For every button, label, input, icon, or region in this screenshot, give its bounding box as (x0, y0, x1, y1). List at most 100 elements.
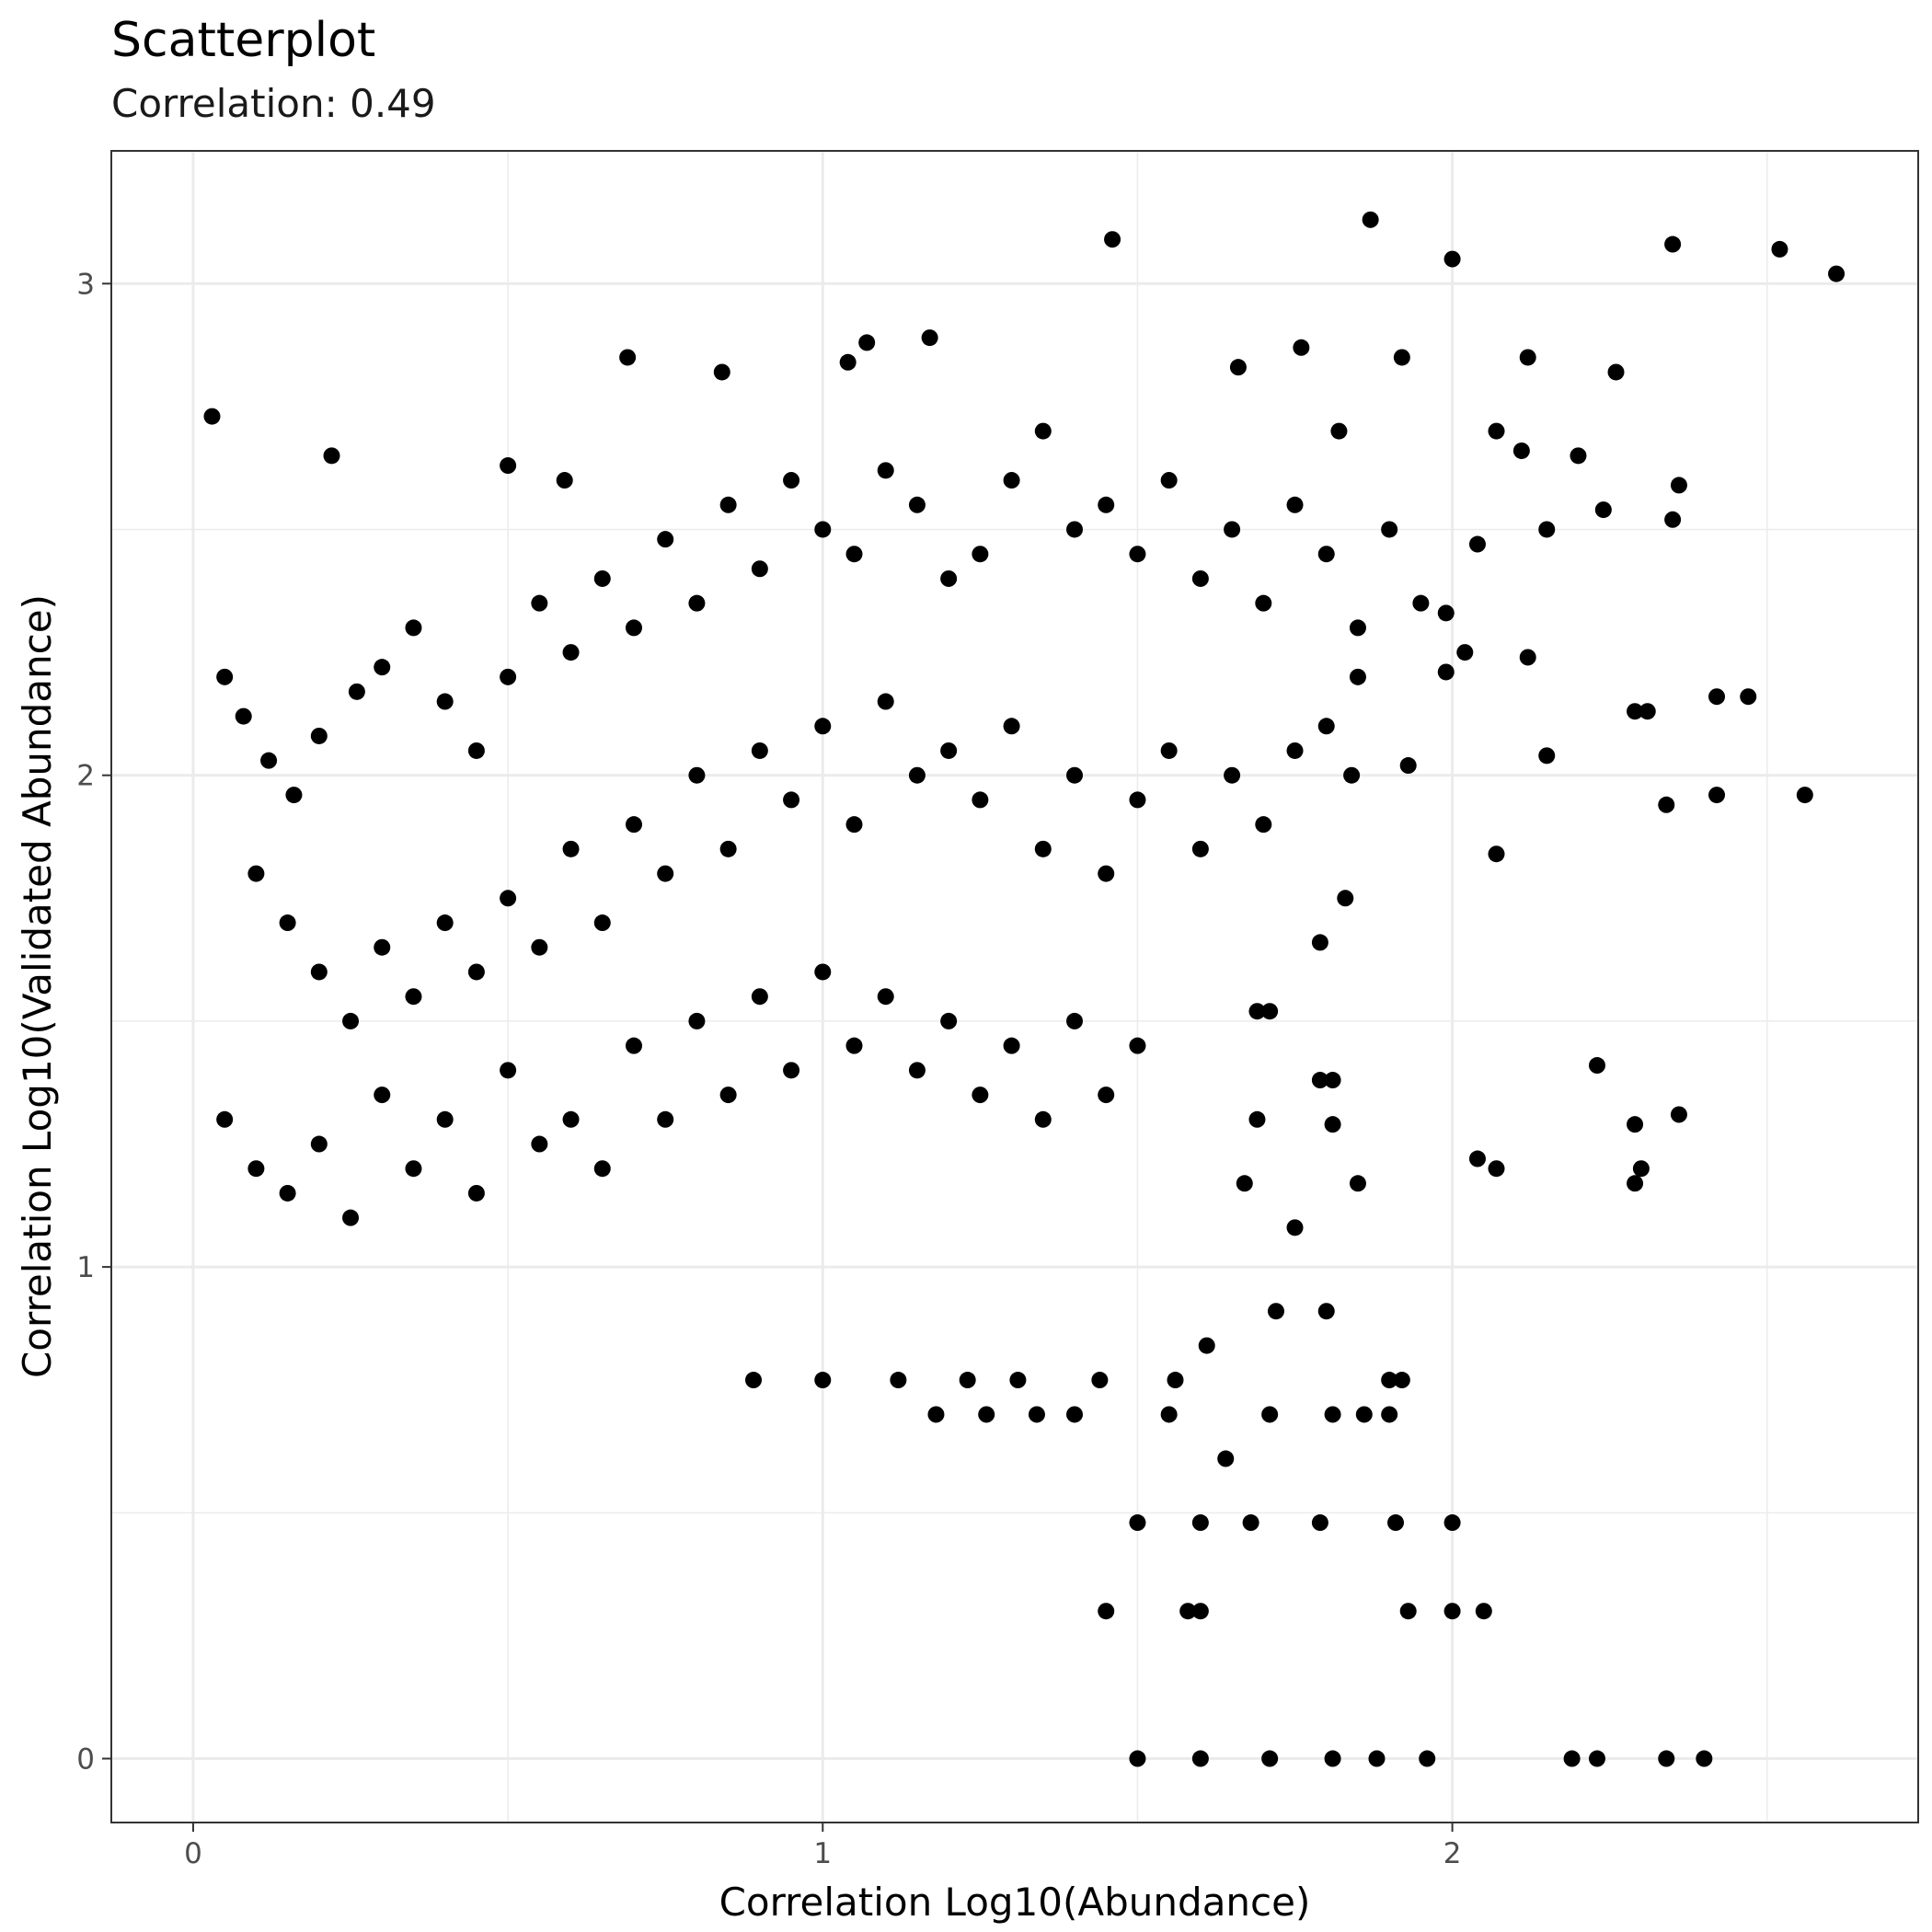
data-point (593, 569, 611, 587)
data-point (1098, 1603, 1115, 1620)
data-point (1324, 1750, 1341, 1767)
data-point (1468, 1150, 1486, 1167)
data-point (405, 619, 422, 637)
data-point (972, 1087, 989, 1104)
data-point (1538, 747, 1556, 765)
data-point (310, 1135, 328, 1153)
data-point (1198, 1337, 1215, 1354)
data-point (562, 1110, 580, 1128)
data-point (593, 914, 611, 932)
x-axis-title: Correlation Log10(Abundance) (719, 1880, 1311, 1925)
data-point (531, 594, 548, 612)
data-point (1588, 1057, 1605, 1075)
data-point (342, 1209, 360, 1226)
data-point (908, 496, 926, 513)
data-point (1286, 496, 1304, 513)
data-point (467, 742, 485, 759)
data-point (751, 742, 768, 759)
data-point (323, 447, 340, 465)
data-point (1488, 422, 1505, 440)
data-point (1399, 757, 1417, 775)
data-point (1248, 1110, 1266, 1128)
data-point (688, 594, 706, 612)
data-point (1129, 1037, 1146, 1054)
data-point (1828, 265, 1846, 282)
data-point (1098, 496, 1115, 513)
data-point (531, 938, 548, 956)
data-point (814, 1372, 832, 1389)
points-layer (203, 211, 1846, 1767)
x-tick-label: 0 (184, 1837, 202, 1870)
data-point (972, 546, 989, 563)
data-point (1437, 663, 1455, 681)
data-point (1696, 1750, 1713, 1767)
data-point (1639, 703, 1656, 720)
data-point (858, 334, 876, 351)
y-tick-label: 1 (76, 1251, 95, 1284)
data-point (719, 1087, 737, 1104)
data-point (1627, 1175, 1644, 1192)
plot-panel (111, 151, 1918, 1823)
data-point (500, 1062, 517, 1079)
data-point (1437, 604, 1455, 622)
data-point (1191, 569, 1209, 587)
data-point (1343, 766, 1361, 784)
data-point (1255, 816, 1272, 834)
data-point (203, 408, 221, 425)
data-point (1468, 535, 1486, 553)
data-point (1317, 718, 1335, 735)
data-point (1034, 840, 1052, 857)
data-point (436, 1110, 454, 1128)
data-point (783, 1062, 800, 1079)
data-point (467, 963, 485, 981)
data-point (1594, 501, 1612, 519)
data-point (348, 683, 365, 700)
data-point (467, 1184, 485, 1202)
data-point (1248, 1003, 1266, 1020)
y-axis-title: Correlation Log10(Validated Abundance) (15, 594, 60, 1378)
data-point (1028, 1406, 1045, 1423)
data-point (1670, 477, 1687, 494)
data-point (1317, 1303, 1335, 1320)
data-point (1098, 1087, 1115, 1104)
data-point (814, 718, 832, 735)
data-point (783, 791, 800, 809)
data-point (1488, 1160, 1505, 1178)
data-point (940, 569, 958, 587)
data-point (1191, 1514, 1209, 1532)
data-point (1393, 1372, 1410, 1389)
data-point (625, 1037, 642, 1054)
data-point (285, 787, 303, 804)
data-point (877, 462, 894, 479)
data-point (1324, 1406, 1341, 1423)
data-point (713, 363, 730, 381)
data-point (1129, 546, 1146, 563)
data-point (1104, 231, 1121, 248)
data-point (890, 1372, 907, 1389)
data-point (1349, 619, 1366, 637)
data-point (1167, 1372, 1184, 1389)
data-point (1267, 1303, 1284, 1320)
data-point (1324, 1072, 1341, 1089)
data-point (751, 988, 768, 1006)
data-point (1399, 1603, 1417, 1620)
data-point (814, 963, 832, 981)
data-point (1708, 787, 1726, 804)
data-point (1381, 521, 1398, 538)
data-point (1009, 1372, 1027, 1389)
data-point (745, 1372, 763, 1389)
data-point (921, 329, 938, 347)
data-point (845, 546, 863, 563)
data-point (1242, 1514, 1259, 1532)
data-point (247, 865, 265, 882)
data-point (814, 521, 832, 538)
data-point (500, 668, 517, 685)
data-point (1538, 521, 1556, 538)
data-point (1034, 1110, 1052, 1128)
plot-border (110, 150, 1919, 1823)
axis-layer: 0 1 2 0 1 2 3 (76, 268, 1461, 1870)
data-point (531, 1135, 548, 1153)
data-point (556, 472, 573, 489)
data-point (959, 1372, 976, 1389)
